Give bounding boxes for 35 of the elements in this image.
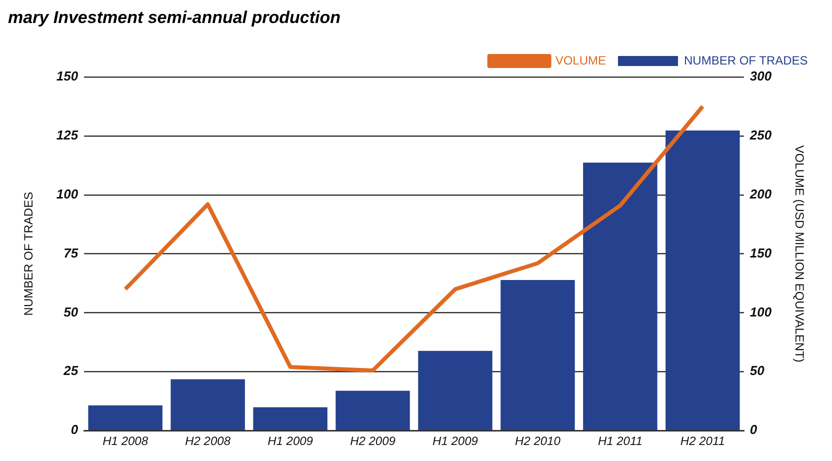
y2-tick-label: 200 <box>748 186 772 202</box>
bar <box>336 390 410 430</box>
bar <box>253 407 328 430</box>
x-tick-label: H1 2011 <box>598 434 642 448</box>
chart-title: mary Investment semi-annual production <box>8 8 341 28</box>
y-tick-label: 125 <box>56 128 79 143</box>
y-tick-label: 0 <box>70 422 79 438</box>
bar <box>88 405 162 430</box>
legend-label: NUMBER OF TRADES <box>684 53 808 68</box>
y-tick-label: 150 <box>56 68 79 84</box>
y-tick-label: 75 <box>64 245 79 260</box>
x-tick-label: H2 2008 <box>185 434 231 448</box>
x-tick-label: H1 2009 <box>268 434 314 448</box>
x-tick-label: H2 2009 <box>350 434 396 448</box>
y-tick-label: 100 <box>56 186 79 202</box>
y-tick-label: 50 <box>64 304 79 320</box>
x-tick-label: H1 2008 <box>102 434 148 448</box>
y2-axis-title: VOLUME (USD MILLION EQUIVALENT) <box>792 145 806 362</box>
y2-tick-label: 300 <box>750 68 772 84</box>
bar <box>418 350 492 430</box>
y2-tick-label: 250 <box>748 128 772 143</box>
bar <box>500 280 575 430</box>
text: VOLUME <box>555 53 606 68</box>
x-tick-label: H1 2009 <box>432 434 478 448</box>
x-tick-label: H2 2010 <box>515 434 561 448</box>
bar <box>666 130 740 430</box>
y2-tick-label: 0 <box>750 422 758 438</box>
y2-tick-label: 50 <box>750 363 766 378</box>
y-tick-label: 25 <box>62 363 79 378</box>
x-tick-label: H2 2011 <box>680 434 725 448</box>
y-axis-title: NUMBER OF TRADES <box>22 192 36 316</box>
bar <box>583 162 658 430</box>
y2-tick-label: 150 <box>750 245 772 260</box>
y2-tick-label: 100 <box>750 304 772 320</box>
bar <box>170 379 245 430</box>
